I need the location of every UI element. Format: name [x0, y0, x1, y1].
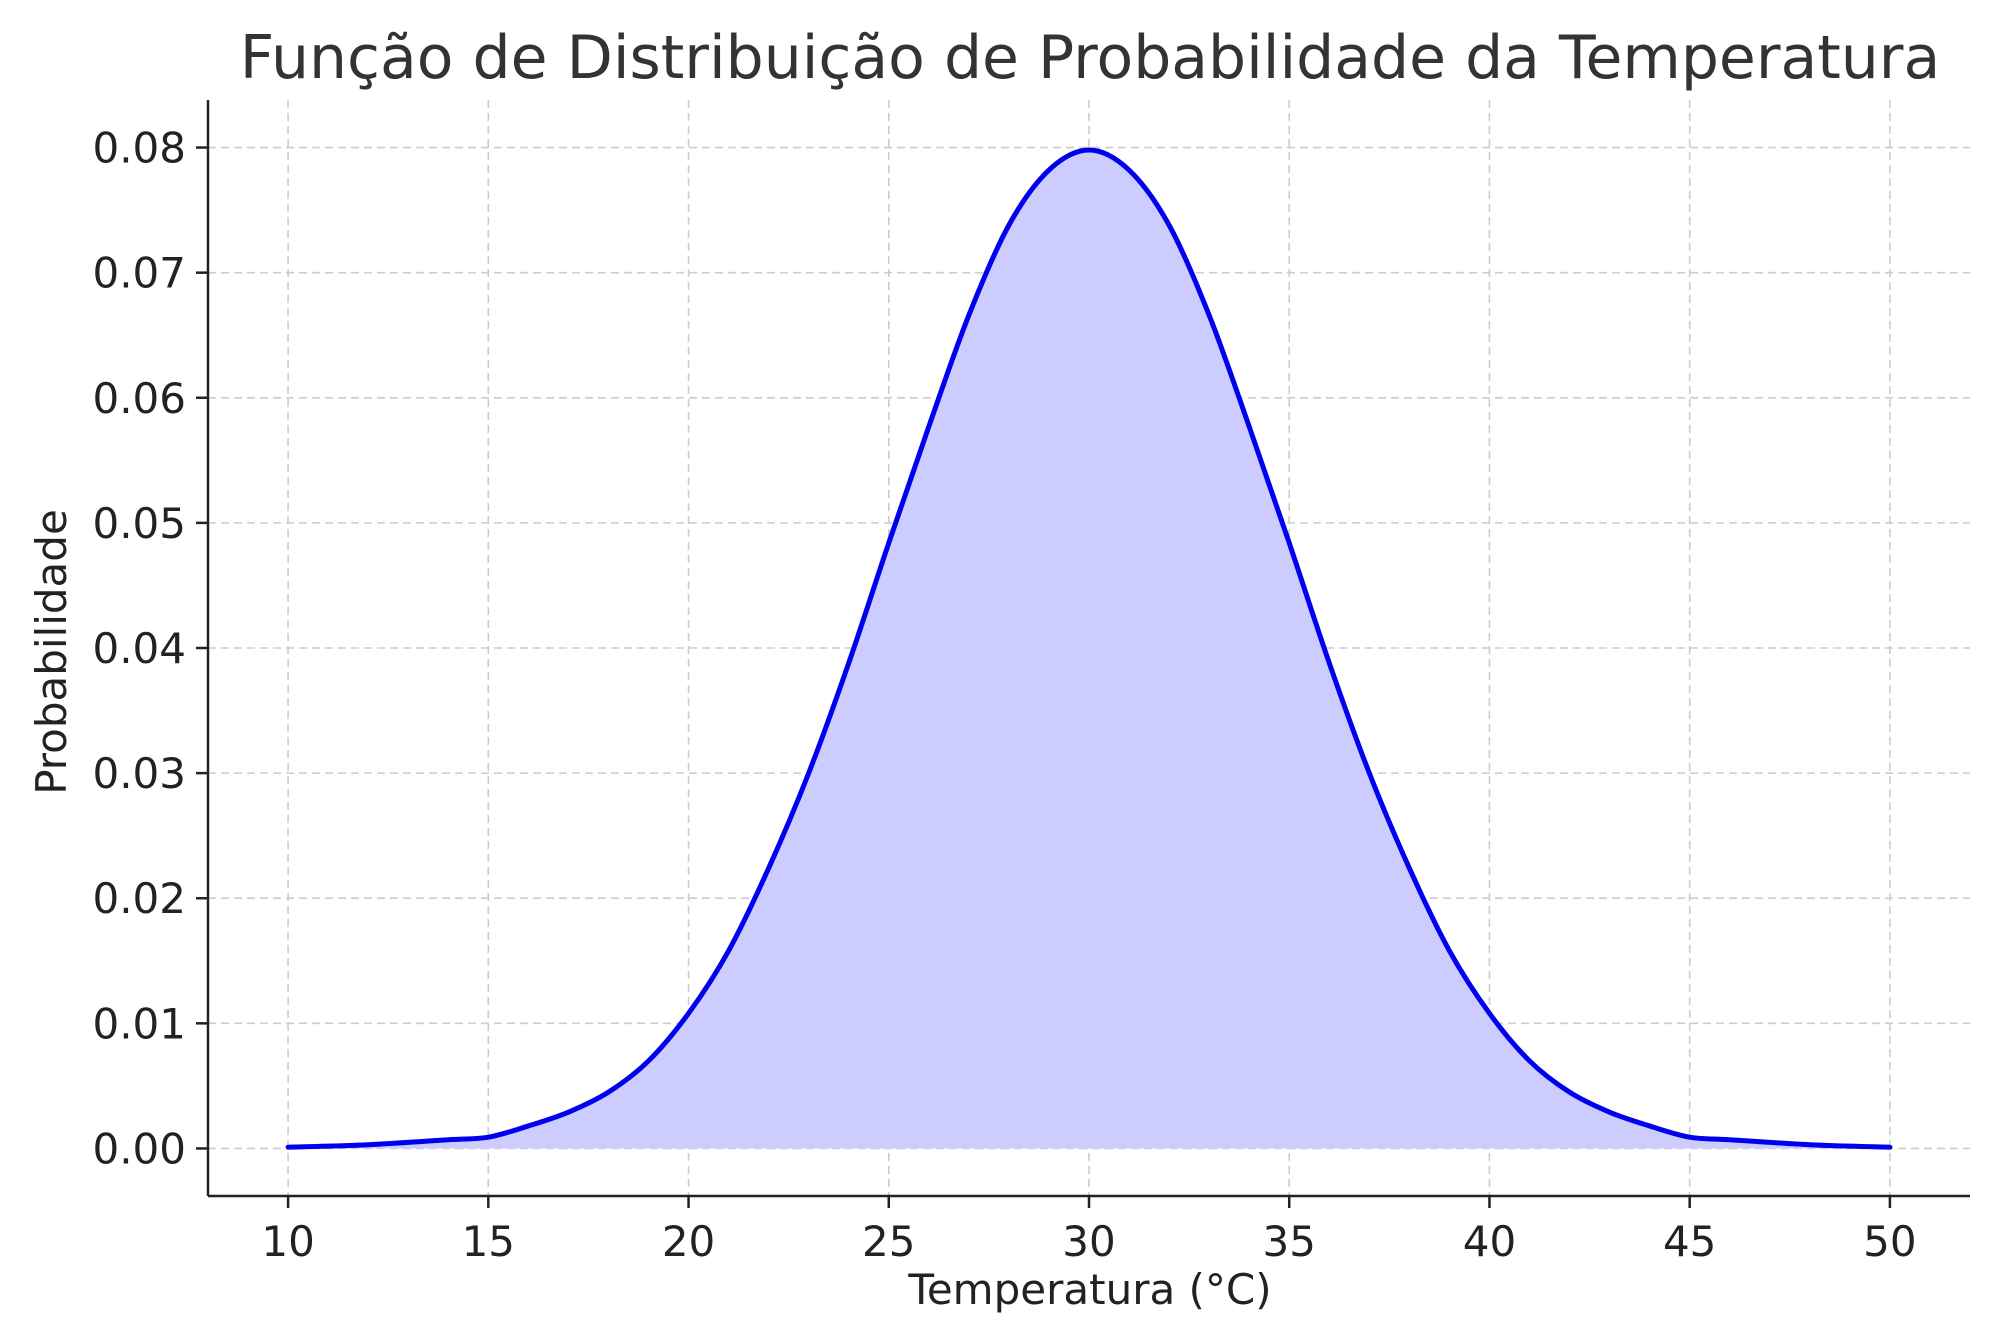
x-tick-label-1: 15	[462, 1217, 515, 1266]
y-tick-label-4: 0.04	[92, 624, 186, 673]
x-axis-label: Temperatura (°C)	[907, 1265, 1271, 1314]
y-tick-label-5: 0.05	[92, 499, 186, 548]
y-tick-label-6: 0.06	[92, 374, 186, 423]
x-tick-label-3: 25	[862, 1217, 915, 1266]
x-tick-label-4: 30	[1062, 1217, 1115, 1266]
x-tick-label-5: 35	[1263, 1217, 1316, 1266]
x-tick-label-2: 20	[662, 1217, 715, 1266]
x-tick-label-6: 40	[1463, 1217, 1516, 1266]
y-axis-label: Probabilidade	[27, 509, 76, 795]
chart-title: Função de Distribuição de Probabilidade …	[240, 23, 1941, 93]
y-tick-label-1: 0.01	[92, 999, 186, 1048]
x-tick-label-7: 45	[1663, 1217, 1716, 1266]
series-line	[285, 147, 1893, 1150]
x-tick-label-8: 50	[1863, 1217, 1916, 1266]
series-area-fill	[288, 150, 1890, 1149]
x-tick-label-0: 10	[261, 1217, 314, 1266]
y-axis-ticks: 0.00 0.01 0.02 0.03 0.04 0.05 0.06 0.07 0.08	[92, 124, 208, 1173]
y-tick-label-3: 0.03	[92, 749, 186, 798]
y-tick-label-7: 0.07	[92, 249, 186, 298]
y-tick-label-2: 0.02	[92, 874, 186, 923]
x-axis-ticks: 10 15 20 25 30 35 40 45 50	[261, 1196, 1917, 1266]
y-tick-label-8: 0.08	[92, 124, 186, 173]
y-tick-label-0: 0.00	[92, 1124, 186, 1173]
